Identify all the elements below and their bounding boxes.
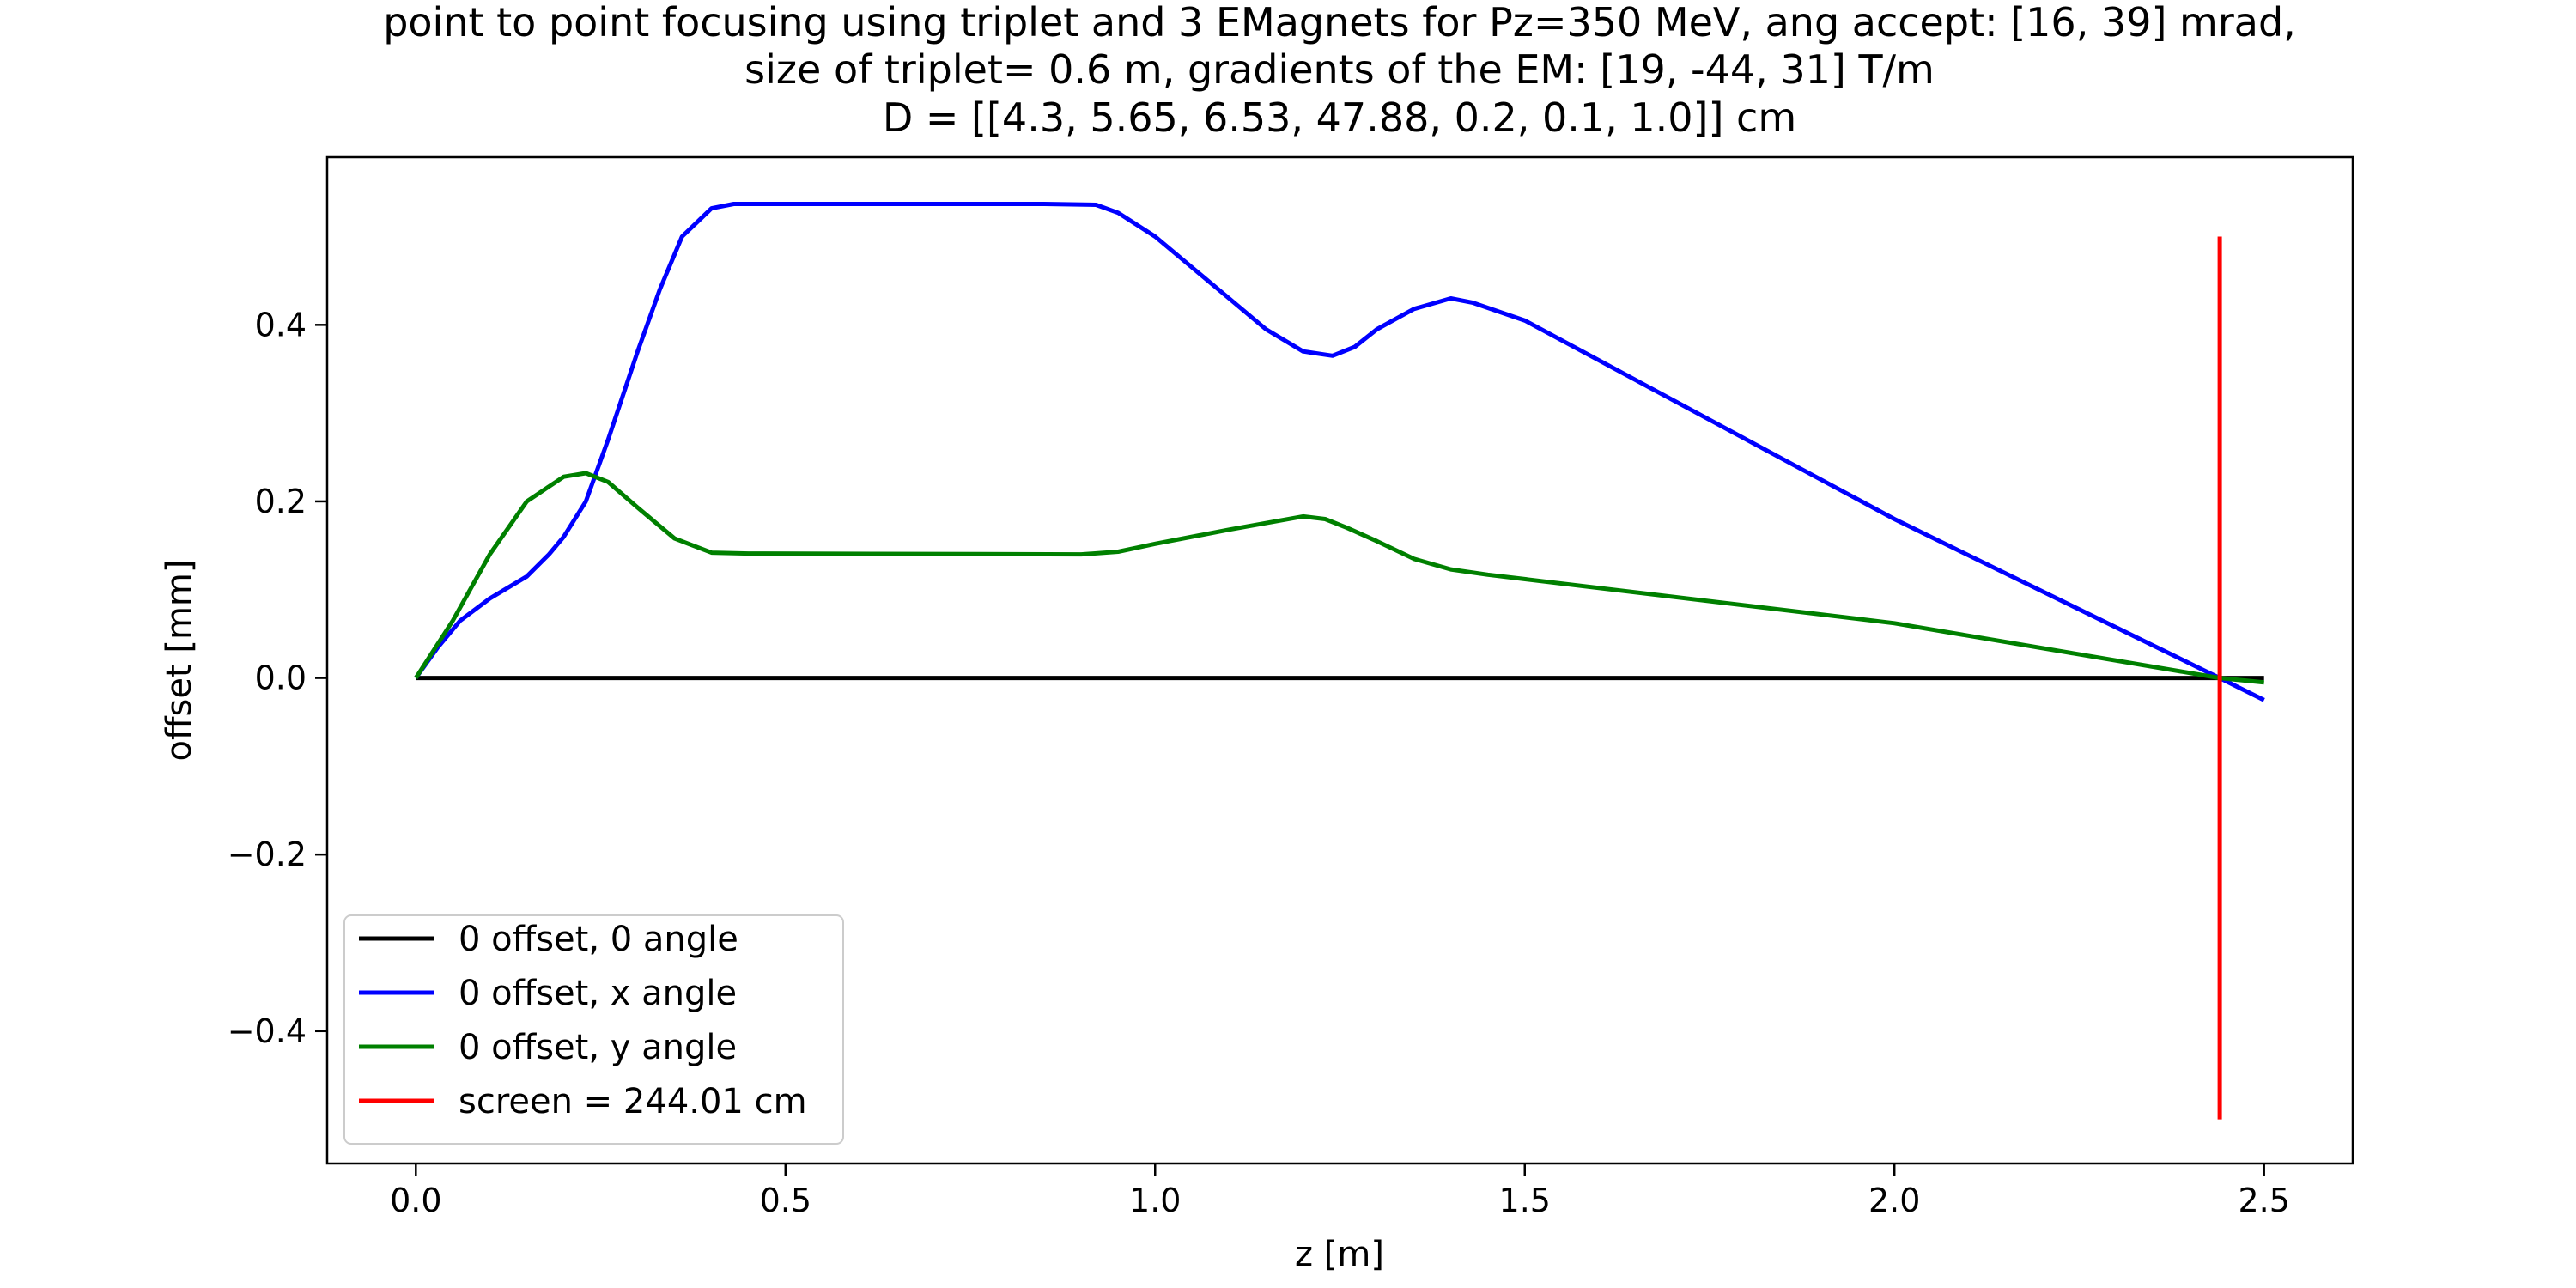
y-axis: −0.4 −0.2 0.0 0.2 0.4 <box>228 306 327 1050</box>
y-tick-label: −0.4 <box>228 1012 307 1050</box>
series-line-3 <box>414 471 2264 685</box>
series-line-2 <box>414 202 2265 702</box>
x-tick-label: 1.0 <box>1129 1182 1181 1219</box>
title-line-3: D = [[4.3, 5.65, 6.53, 47.88, 0.2, 0.1, … <box>883 94 1796 141</box>
chart-title: point to point focusing using triplet an… <box>383 0 2296 141</box>
legend-label-4: screen = 244.01 cm <box>459 1082 807 1121</box>
y-axis-label: offset [mm] <box>160 559 199 761</box>
title-line-2: size of triplet= 0.6 m, gradients of the… <box>744 46 1935 93</box>
x-tick-label: 0.5 <box>760 1182 811 1219</box>
legend-label-1: 0 offset, 0 angle <box>459 920 738 959</box>
legend-label-2: 0 offset, x angle <box>459 974 737 1013</box>
y-tick-label: −0.2 <box>228 835 307 873</box>
x-tick-label: 0.0 <box>390 1182 441 1219</box>
legend: 0 offset, 0 angle 0 offset, x angle 0 offs… <box>343 914 844 1145</box>
legend-label-3: 0 offset, y angle <box>459 1028 737 1067</box>
title-line-1: point to point focusing using triplet an… <box>383 0 2296 46</box>
legend-box <box>343 914 844 1145</box>
y-tick-label: 0.2 <box>255 483 307 520</box>
x-axis: 0.0 0.5 1.0 1.5 2.0 2.5 <box>390 1163 2290 1219</box>
series-layer <box>414 202 2265 1120</box>
y-tick-label: 0.0 <box>255 659 307 697</box>
x-axis-label: z [m] <box>1295 1235 1384 1274</box>
x-tick-label: 2.5 <box>2238 1182 2289 1219</box>
y-tick-label: 0.4 <box>255 306 307 343</box>
x-tick-label: 2.0 <box>1868 1182 1920 1219</box>
x-tick-label: 1.5 <box>1499 1182 1551 1219</box>
plot-frame <box>325 155 2354 1165</box>
